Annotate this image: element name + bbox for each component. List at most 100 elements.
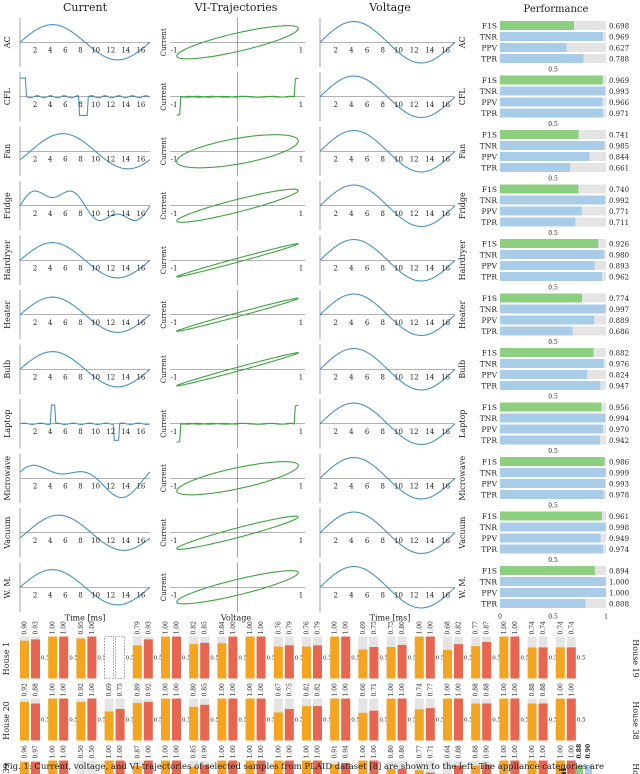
metric-bar-TPR [500, 326, 573, 336]
house-bar-value: 0.88 [33, 683, 40, 697]
metric-bar-TNR [500, 141, 605, 150]
vi-tick: 1 [299, 373, 303, 381]
voltage-tick: 12 [410, 319, 419, 327]
house-axis-tick: 0.5 [154, 656, 163, 662]
voltage-tick: 8 [381, 373, 385, 381]
voltage-tick: 16 [441, 319, 450, 327]
metric-bar-TPR [500, 217, 576, 227]
voltage-tick: 2 [333, 591, 337, 599]
house-label-left: House 1 [2, 642, 11, 675]
house-bar-value: 0.92 [145, 683, 152, 697]
house-bar-value: 0.92 [22, 683, 29, 697]
current-tick: 4 [48, 482, 53, 490]
house-bar-value: 1.00 [247, 621, 254, 635]
voltage-tick: 6 [365, 46, 370, 54]
voltage-tick: 6 [365, 319, 370, 327]
house-bar-value: 1.00 [445, 683, 452, 697]
house-bar-value: 0.74 [529, 621, 536, 635]
house-bar-value: 0.88 [473, 745, 480, 759]
vi-tick: -1 [171, 373, 178, 381]
vi-tick: -1 [171, 210, 178, 218]
current-tick: 10 [91, 46, 100, 54]
house-bar-value: 0.97 [33, 745, 40, 759]
house-bar [369, 710, 379, 741]
house-bar-missing [104, 636, 114, 679]
house-bar-value: 0.74 [540, 621, 547, 635]
current-tick: 4 [48, 101, 53, 109]
house-bar-value: 0.71 [427, 745, 434, 758]
house-bar [20, 701, 29, 741]
current-tick: 10 [91, 155, 100, 163]
vi-tick: 1 [299, 210, 303, 218]
current-tick: 10 [91, 591, 100, 599]
voltage-waveform-Vacuum [319, 511, 456, 555]
house-bar-value: 0.67 [275, 683, 282, 697]
house-bar [200, 704, 210, 741]
metric-bar-TNR [500, 304, 606, 314]
house-bar-value: 0.79 [134, 621, 141, 635]
metric-value: 0.627 [609, 45, 629, 53]
current-tick: 14 [121, 46, 130, 54]
current-tick: 8 [78, 101, 82, 109]
metric-bar-PPV [500, 152, 590, 161]
current-tick: 2 [33, 537, 37, 545]
current-tick: 14 [121, 319, 130, 327]
house-bar [59, 636, 69, 679]
metric-label-TNR: TNR [480, 251, 498, 260]
voltage-tick: 10 [394, 46, 403, 54]
house-bar-value: 0.77 [473, 621, 480, 635]
house-bar [143, 639, 153, 679]
house-axis-tick: 0.5 [379, 656, 388, 662]
house-bar-track [87, 760, 97, 774]
appliance-label-right: Fridge [458, 192, 467, 219]
perf-axis-tick: 0 [498, 614, 502, 621]
metric-bar-F1S [500, 75, 603, 85]
voltage-tick: 12 [410, 101, 419, 109]
current-tick: 4 [48, 155, 53, 163]
house-bar-value: 0.95 [78, 621, 85, 635]
house-bar [454, 765, 463, 774]
house-bar [172, 636, 181, 679]
house-bar [358, 760, 368, 774]
house-bar-value: 0.68 [445, 621, 452, 635]
house-axis-tick: 0.5 [436, 718, 445, 724]
house-bar [217, 698, 227, 741]
current-tick: 14 [121, 373, 130, 381]
house-bar [200, 642, 210, 679]
voltage-waveform-AC [319, 20, 456, 64]
voltage-tick: 10 [394, 264, 403, 272]
current-tick: 6 [63, 591, 68, 599]
appliance-label-right: Fan [458, 144, 467, 159]
house-bar-value: 0.82 [456, 621, 463, 635]
metric-bar-TPR [500, 272, 602, 281]
house-bar [302, 706, 311, 741]
voltage-tick: 2 [333, 101, 337, 109]
metric-value: 0.686 [609, 328, 630, 336]
perf-axis-tick: 0.5 [548, 503, 558, 510]
current-waveform-Vacuum [19, 514, 151, 551]
metric-value: 1.000 [609, 590, 629, 598]
house-bar [59, 760, 69, 774]
current-tick: 12 [106, 482, 115, 490]
metric-label-TPR: TPR [481, 55, 497, 64]
voltage-tick: 10 [394, 155, 403, 163]
house-bar [510, 760, 520, 774]
house-bar-value: 1.00 [275, 745, 282, 759]
metric-label-TNR: TNR [480, 414, 498, 423]
vi-tick: 1 [299, 46, 303, 54]
house-axis-tick: 0.5 [69, 718, 78, 724]
house-bar [161, 760, 170, 774]
current-tick: 12 [106, 264, 115, 272]
appliance-label-right: W. M. [458, 576, 467, 599]
perf-axis-tick: 0.5 [548, 121, 558, 128]
metric-value: 0.966 [609, 99, 630, 107]
vi-tick: -1 [171, 46, 178, 54]
metric-label-PPV: PPV [481, 262, 497, 271]
house-bar [499, 698, 509, 741]
voltage-tick: 4 [349, 210, 354, 218]
house-bar-value: 1.00 [230, 621, 237, 635]
house-bar-value: 1.00 [61, 683, 68, 697]
current-waveform-Laptop [19, 404, 151, 441]
house-bar-value: 1.00 [388, 683, 395, 697]
